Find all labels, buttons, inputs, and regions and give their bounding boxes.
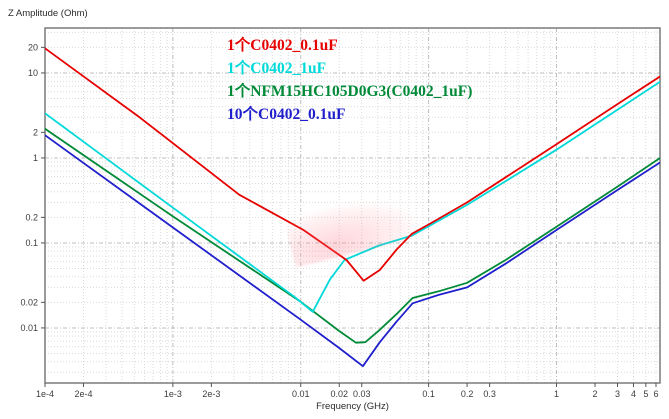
y-tick-label: 0.1 (25, 238, 38, 248)
y-tick-label: 2 (33, 127, 38, 137)
y-tick-label: 20 (28, 42, 38, 52)
series-curve-2 (45, 127, 660, 344)
y-tick-label: 0.01 (20, 323, 38, 333)
x-tick-label: 1e-3 (164, 389, 182, 399)
x-tick-label: 0.1 (422, 389, 435, 399)
legend-item-cyan: 1个C0402_1uF (227, 60, 327, 77)
curves-layer (45, 47, 660, 368)
x-tick-label: 0.01 (292, 389, 310, 399)
series-curve-1 (45, 81, 660, 313)
series-curve-3 (45, 134, 660, 368)
x-tick-label: 0.02 (330, 389, 348, 399)
legend: 1个C0402_0.1uF 1个C0402_1uF 1个NFM15HC105D0… (227, 34, 472, 126)
x-tick-label: 0.3 (483, 389, 496, 399)
y-tick-label: 10 (28, 68, 38, 78)
x-tick-label: 2e-3 (202, 389, 220, 399)
x-tick-label: 0.2 (461, 389, 474, 399)
legend-item-green: 1个NFM15HC105D0G3(C0402_1uF) (227, 83, 473, 100)
y-tick-label: 0.02 (20, 297, 38, 307)
x-tick-label: 6 (653, 389, 658, 399)
x-tick-label: 2 (592, 389, 597, 399)
y-tick-label: 1 (33, 153, 38, 163)
tick-layer: 1e-4 2e-4 1e-3 2e-3 0.01 0.02 0.03 0.1 0.2 0.3 1 2 3… (20, 42, 658, 399)
chart-title: Z Amplitude (Ohm) (8, 8, 88, 19)
plot-border (44, 27, 661, 384)
legend-item-blue: 10个C0402_0.1uF (227, 106, 346, 123)
legend-item-red: 1个C0402_0.1uF (227, 37, 338, 54)
y-tick-label: 0.2 (25, 212, 38, 222)
x-tick-label: 5 (643, 389, 648, 399)
x-tick-label: 1 (554, 389, 559, 399)
x-tick-label: 2e-4 (74, 389, 92, 399)
x-tick-label: 1e-4 (36, 389, 54, 399)
x-tick-label: 0.03 (353, 389, 371, 399)
x-tick-label: 4 (631, 389, 636, 399)
series-curve-0 (45, 47, 660, 282)
x-tick-label: 3 (615, 389, 620, 399)
x-axis-label: Frequency (GHz) (316, 401, 389, 412)
